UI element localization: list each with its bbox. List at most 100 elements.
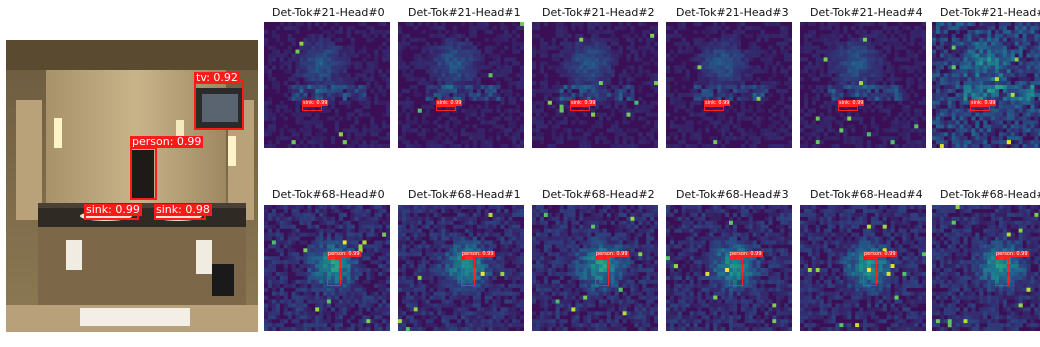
heat-cell [401, 124, 407, 129]
heat-cell [512, 120, 517, 125]
heat-cell [729, 53, 734, 58]
heat-cell [922, 128, 926, 133]
heat-cell [551, 104, 556, 109]
heat-cell [398, 25, 403, 31]
heat-cell [654, 128, 658, 133]
heat-cell [461, 205, 466, 210]
heat-cell [721, 81, 726, 86]
heat-cell [508, 85, 513, 90]
heat-cell [413, 220, 418, 225]
heat-cell [563, 41, 568, 46]
heat-cell [732, 81, 738, 86]
heat-cell [433, 65, 438, 70]
heat-cell [532, 100, 537, 105]
heat-cell [516, 220, 521, 225]
heat-cell [788, 65, 792, 70]
heat-cell [295, 271, 300, 277]
heat-cell [571, 49, 576, 54]
heat-cell [932, 69, 937, 74]
heat-cell [453, 61, 458, 66]
heat-cell [453, 228, 458, 233]
heat-cell [646, 41, 651, 46]
heat-cell [677, 144, 682, 148]
heat-cell [963, 124, 968, 129]
heat-cell [650, 33, 655, 38]
heat-cell [555, 29, 560, 35]
heat-cell [886, 61, 891, 66]
heat-cell [1034, 92, 1039, 98]
heat-cell [630, 49, 635, 54]
heat-cell [437, 232, 442, 237]
heat-cell [409, 22, 414, 27]
heat-cell [579, 69, 584, 74]
heat-cell [729, 136, 734, 141]
heat-cell [713, 120, 718, 125]
heat-cell [563, 57, 568, 62]
heat-cell [275, 216, 280, 221]
heat-cell [650, 25, 655, 31]
heat-cell [476, 65, 481, 70]
heat-cell [807, 112, 813, 117]
heat-cell [939, 53, 945, 58]
heat-cell [535, 124, 541, 129]
attention-map [932, 22, 1040, 148]
heat-cell [342, 224, 347, 229]
heat-cell [464, 112, 470, 117]
heat-cell [346, 57, 351, 62]
heat-cell [768, 124, 773, 129]
heat-cell [323, 271, 328, 277]
heat-cell [311, 275, 316, 281]
heat-cell [409, 69, 414, 74]
heat-cell [689, 100, 694, 105]
heat-cell [275, 228, 280, 233]
heat-cell [827, 128, 832, 133]
heat-cell [468, 49, 474, 54]
heat-cell [859, 120, 864, 125]
heat-cell [863, 33, 868, 38]
heat-cell [963, 100, 968, 105]
heat-cell [705, 41, 710, 46]
heat-cell [461, 96, 466, 101]
heat-cell [504, 208, 509, 214]
heat-cell [587, 53, 592, 58]
heat-cell [279, 136, 284, 141]
heat-cell [315, 244, 320, 249]
heat-cell [579, 49, 584, 54]
heat-cell [271, 216, 277, 221]
sink-mini-label: sink: 0.99 [436, 100, 463, 106]
heat-cell [409, 104, 414, 109]
heat-cell [819, 73, 824, 78]
heat-cell [673, 29, 679, 35]
heat-cell [894, 53, 899, 58]
heat-cell [370, 244, 375, 249]
heat-cell [283, 124, 288, 129]
heat-cell [417, 216, 422, 221]
heat-cell [350, 144, 355, 148]
heat-cell [279, 299, 284, 304]
heat-cell [947, 136, 952, 141]
heat-cell [362, 77, 367, 82]
heat-cell [1010, 33, 1015, 38]
heat-cell [311, 252, 316, 257]
heat-cell [441, 57, 446, 62]
heat-cell [264, 212, 269, 218]
heat-cell [539, 69, 545, 74]
heat-cell [516, 144, 521, 148]
heat-cell [358, 236, 363, 241]
heat-cell [350, 244, 355, 249]
heat-cell [983, 140, 988, 145]
heat-cell [358, 295, 363, 300]
heat-cell [437, 116, 442, 121]
heat-cell [307, 205, 312, 210]
heat-cell [283, 327, 288, 331]
heat-cell [898, 88, 903, 94]
heat-cell [299, 299, 304, 304]
heat-cell [405, 22, 411, 27]
sink-label-left: sink: 0.99 [84, 203, 142, 216]
heat-cell [579, 136, 584, 141]
heat-cell [595, 73, 600, 78]
heat-cell [472, 45, 477, 50]
heat-cell [559, 85, 564, 90]
heat-cell [386, 220, 390, 225]
heat-cell [626, 144, 631, 148]
